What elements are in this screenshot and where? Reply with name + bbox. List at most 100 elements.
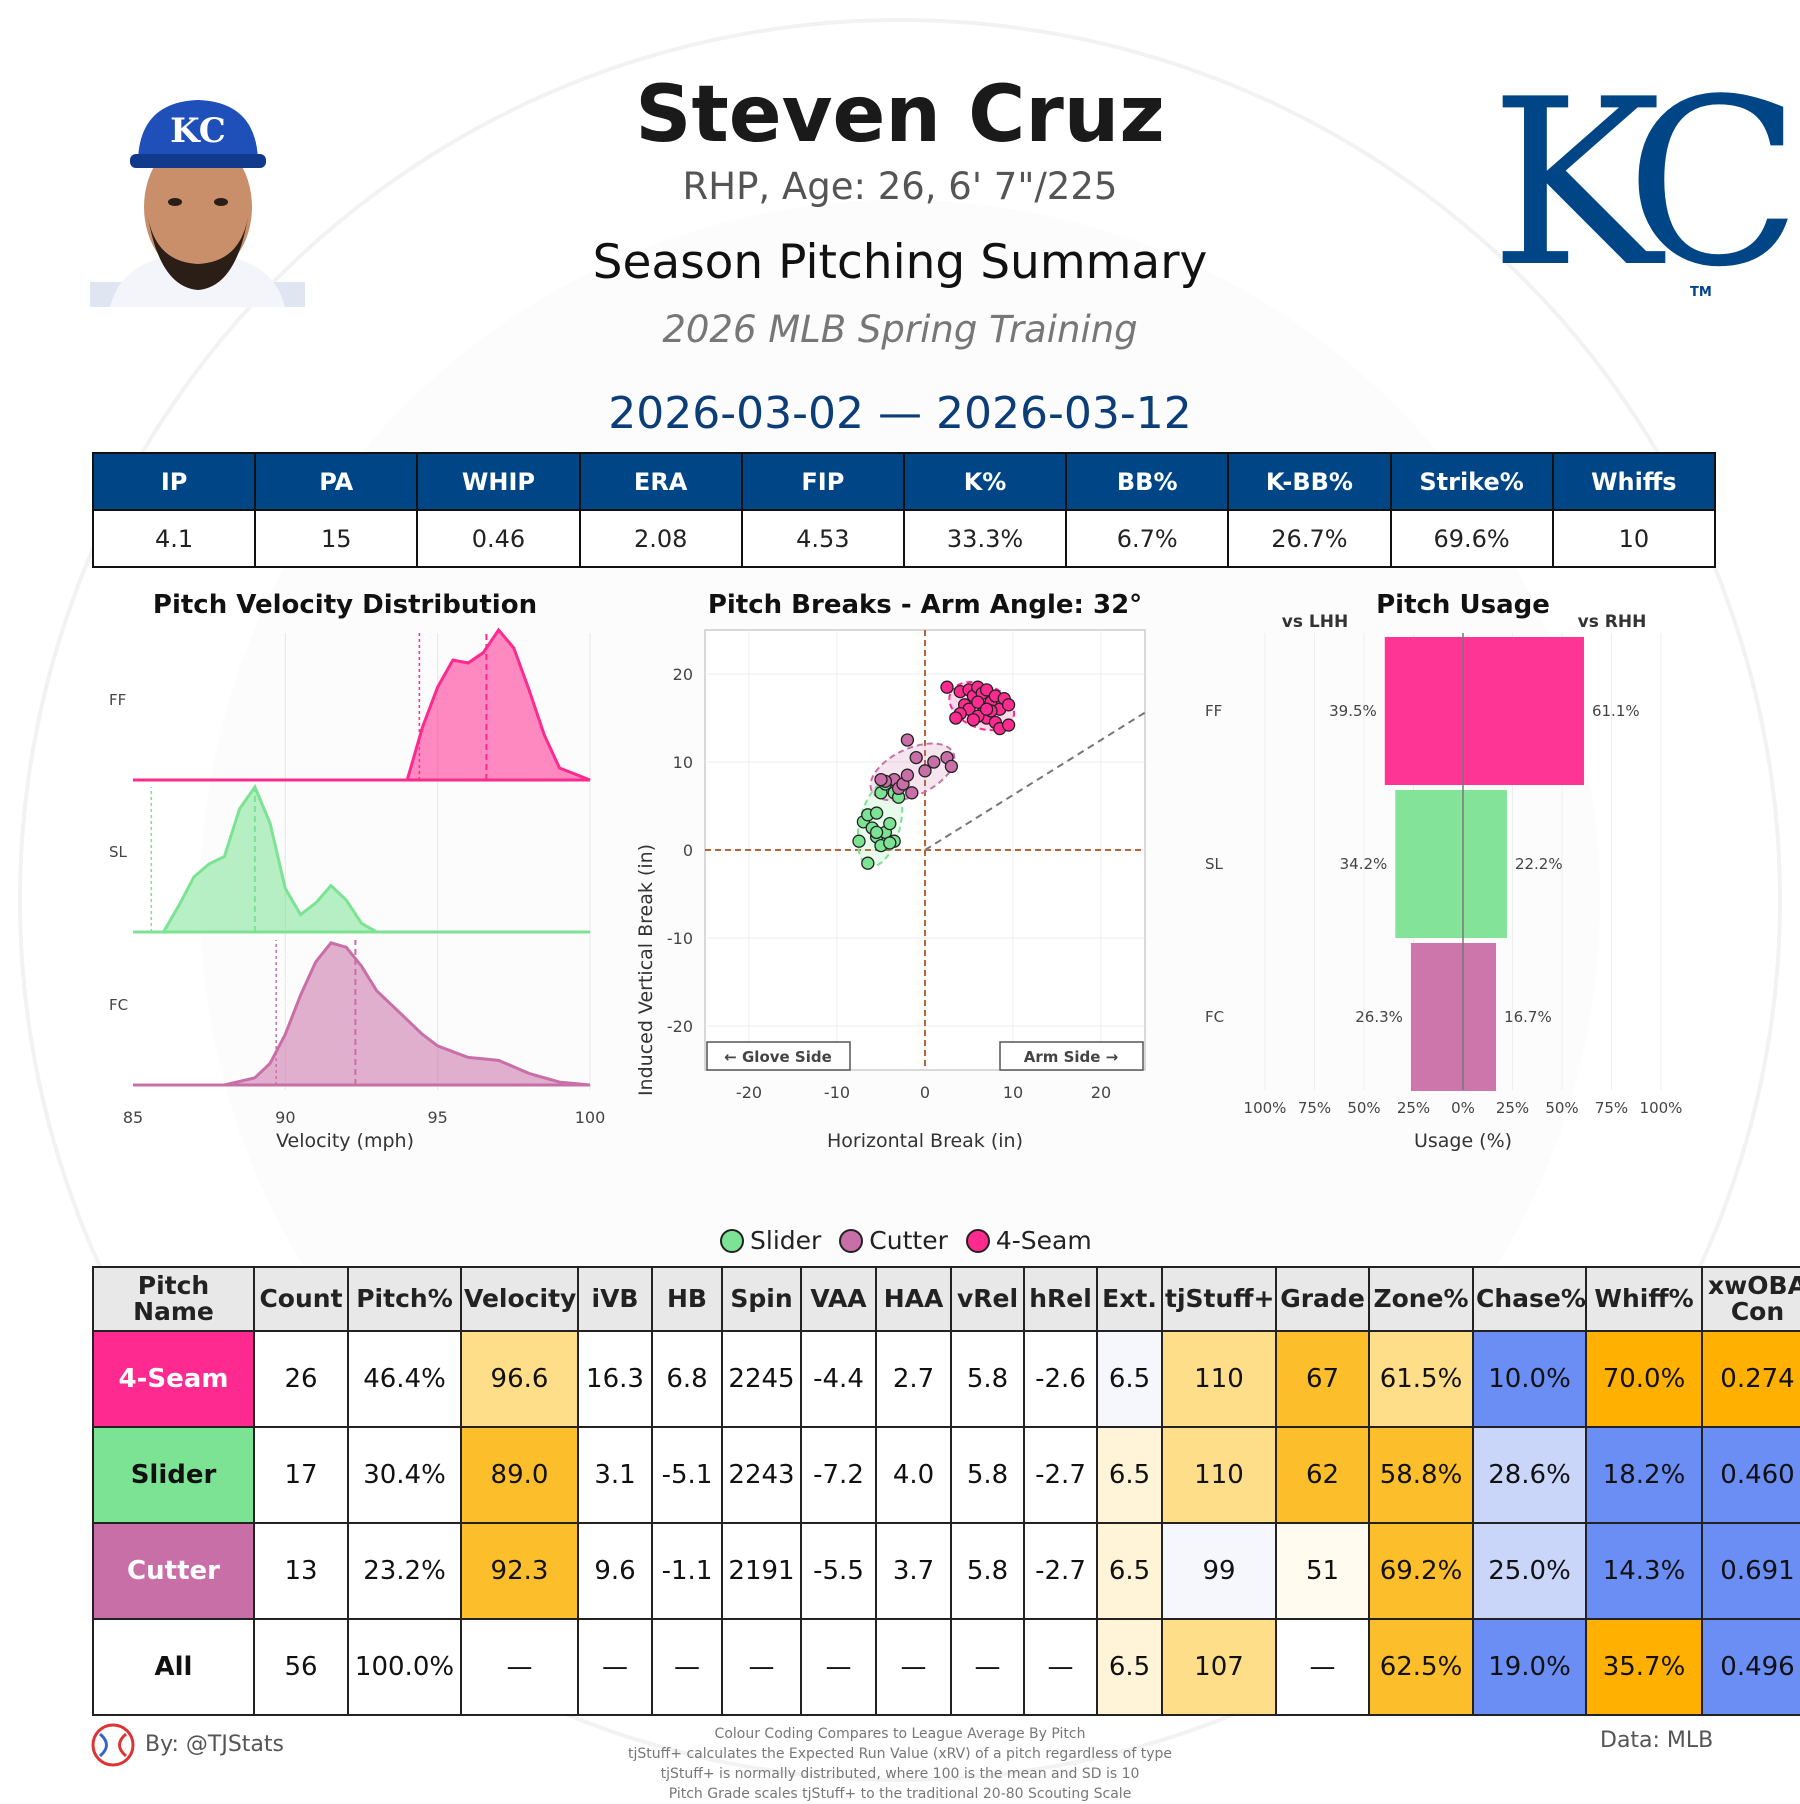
- table-cell: 107: [1161, 1618, 1277, 1716]
- usage-x-tick: 100%: [1244, 1099, 1287, 1117]
- break-point-Cutter: [905, 786, 919, 800]
- usage-chart-title: Pitch Usage: [1376, 590, 1550, 620]
- table-cell: 5.8: [950, 1426, 1025, 1524]
- break-y-tick: 20: [673, 665, 693, 684]
- stat-value: 26.7%: [1227, 509, 1392, 568]
- table-cell: 13: [253, 1522, 349, 1620]
- pitch-table-header: hRel: [1023, 1266, 1098, 1332]
- player-headshot: KC: [90, 100, 305, 307]
- table-cell: 62: [1275, 1426, 1370, 1524]
- table-cell: -2.7: [1023, 1522, 1098, 1620]
- team-logo: KC: [1490, 51, 1800, 318]
- velocity-x-axis-label: Velocity (mph): [276, 1130, 414, 1152]
- usage-bar-lhh-FF: [1384, 637, 1463, 785]
- break-point-Cutter: [900, 733, 915, 747]
- table-cell: -2.7: [1023, 1426, 1098, 1524]
- table-cell: 5.8: [950, 1522, 1025, 1620]
- pitch-table-header: Grade: [1275, 1266, 1370, 1332]
- stat-header: WHIP: [416, 452, 581, 511]
- table-cell: 0.274: [1701, 1330, 1800, 1428]
- table-cell: 14.3%: [1585, 1522, 1703, 1620]
- table-cell: -7.2: [800, 1426, 877, 1524]
- pitch-table-header: Pitch Name: [92, 1266, 255, 1332]
- table-cell: 30.4%: [347, 1426, 462, 1524]
- table-cell: 70.0%: [1585, 1330, 1703, 1428]
- table-cell: 0.691: [1701, 1522, 1800, 1620]
- table-cell: -4.4: [800, 1330, 877, 1428]
- table-cell: 17: [253, 1426, 349, 1524]
- pitch-table-header: xwOBA Con: [1701, 1266, 1800, 1332]
- event-name: 2026 MLB Spring Training: [662, 308, 1138, 351]
- stat-header: K-BB%: [1227, 452, 1392, 511]
- table-row: All 56 100.0% — — — — — — — —6.5 107—62.5% 19.0% 35.7…: [92, 1618, 1800, 1716]
- table-cell: 2.7: [875, 1330, 952, 1428]
- legend-label: 4-Seam: [995, 1226, 1092, 1255]
- season-stats-value-row: 4.1 15 0.46 2.08 4.53 33.3% 6.7% 26.7% 69.6% 10: [91, 509, 1717, 568]
- table-cell: 6.5: [1096, 1426, 1163, 1524]
- break-y-tick: 10: [673, 753, 693, 772]
- stat-header: BB%: [1065, 452, 1230, 511]
- velocity-x-tick: 100: [575, 1108, 606, 1127]
- table-cell: 6.5: [1096, 1522, 1163, 1620]
- usage-x-tick: 75%: [1298, 1099, 1331, 1117]
- break-point-4-Seam: [940, 680, 954, 694]
- table-row: Slider 17 30.4% 89.0 3.1 -5.1 2243 -7.2 4.0 5.8 -2…: [92, 1426, 1800, 1524]
- table-cell: -1.1: [651, 1522, 723, 1620]
- table-cell: 110: [1161, 1426, 1277, 1524]
- velocity-density-SL: [133, 783, 590, 934]
- table-cell: 10.0%: [1472, 1330, 1587, 1428]
- usage-x-tick: 0%: [1451, 1099, 1475, 1117]
- usage-right-label: vs RHH: [1578, 612, 1647, 632]
- pitch-name-cell: Slider: [92, 1426, 255, 1524]
- table-cell: 26: [253, 1330, 349, 1428]
- legend-dot-4seam: [965, 1228, 990, 1253]
- break-chart-title: Pitch Breaks - Arm Angle: 32°: [708, 590, 1142, 620]
- pitch-legend: Slider Cutter 4-Seam: [720, 1226, 1092, 1255]
- break-point-Cutter: [944, 759, 959, 774]
- table-cell: 6.5: [1096, 1618, 1163, 1716]
- legend-item-slider: Slider: [720, 1226, 821, 1255]
- break-point-4-Seam: [979, 702, 994, 716]
- table-cell: 28.6%: [1472, 1426, 1587, 1524]
- legend-label: Slider: [750, 1226, 822, 1255]
- stat-header: Whiffs: [1551, 452, 1717, 511]
- usage-category-label: FC: [1205, 1008, 1224, 1026]
- pitch-name-cell: All: [92, 1618, 255, 1716]
- usage-category-label: SL: [1205, 855, 1224, 873]
- table-cell: 0.496: [1701, 1618, 1800, 1716]
- table-cell: 9.6: [577, 1522, 653, 1620]
- footer-note: tjStuff+ calculates the Expected Run Val…: [627, 1746, 1173, 1762]
- table-cell: 6.5: [1096, 1330, 1163, 1428]
- table-cell: 46.4%: [347, 1330, 462, 1428]
- velocity-x-tick: 95: [427, 1108, 447, 1127]
- table-cell: 110: [1161, 1330, 1277, 1428]
- break-point-Cutter: [927, 755, 941, 769]
- table-row: Cutter 13 23.2% 92.3 9.6 -1.1 2191 -5.5 3.7 5.8 -2…: [92, 1522, 1800, 1620]
- break-point-4-Seam: [971, 695, 985, 709]
- break-y-axis-label: Induced Vertical Break (in): [635, 844, 657, 1096]
- stat-value: 6.7%: [1065, 509, 1230, 568]
- break-x-tick: -20: [736, 1083, 762, 1102]
- table-cell: 4.0: [875, 1426, 952, 1524]
- table-cell: 5.8: [950, 1330, 1025, 1428]
- break-point-Slider: [869, 806, 884, 820]
- usage-bar-rhh-FF: [1463, 637, 1584, 785]
- table-cell: 51: [1275, 1522, 1370, 1620]
- break-point-4-Seam: [1001, 698, 1016, 712]
- break-y-tick: 0: [683, 841, 693, 860]
- velocity-density-FC: [133, 941, 591, 1087]
- usage-x-axis-label: Usage (%): [1414, 1130, 1512, 1152]
- break-y-tick: -10: [667, 929, 693, 948]
- legend-dot-cutter: [839, 1228, 864, 1253]
- velocity-density-FF: [133, 627, 591, 782]
- footer-data-source: Data: MLB: [1600, 1728, 1714, 1753]
- break-point-4-Seam: [966, 713, 981, 727]
- stat-value: 2.08: [578, 509, 743, 568]
- break-annotation: ← Glove Side: [724, 1048, 832, 1066]
- table-cell: —: [1275, 1618, 1370, 1716]
- table-cell: 92.3: [460, 1522, 579, 1620]
- usage-label-lhh: 26.3%: [1355, 1008, 1403, 1026]
- stat-header: K%: [902, 452, 1068, 511]
- break-x-tick: 0: [920, 1083, 930, 1102]
- stat-value: 4.1: [91, 509, 257, 568]
